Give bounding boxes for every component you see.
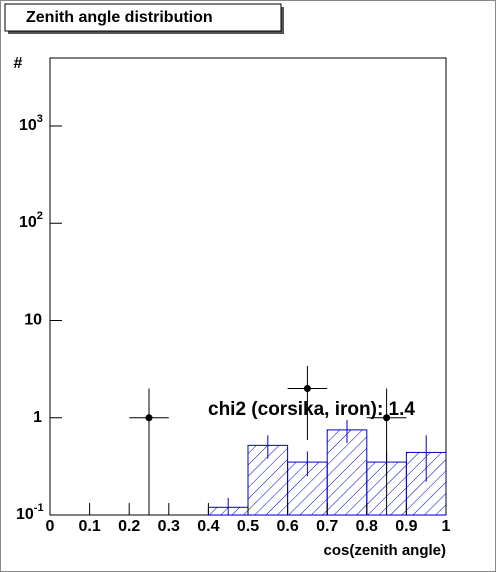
x-tick-label: 0 (46, 518, 55, 535)
x-tick-label: 1 (442, 518, 451, 535)
x-axis-label: cos(zenith angle) (323, 542, 446, 559)
x-tick-label: 0.5 (237, 518, 259, 535)
x-tick-label: 0.3 (158, 518, 180, 535)
y-tick-label: 10 (24, 312, 42, 329)
hist-bar (326, 429, 368, 515)
y-tick-exponent: -1 (34, 502, 44, 514)
y-tick-base: 10 (19, 214, 37, 231)
y-axis-label: # (14, 55, 23, 72)
y-tick-label: 102 (19, 210, 43, 231)
y-tick-label: 10-1 (16, 502, 44, 523)
x-tick-label: 0.2 (118, 518, 140, 535)
x-tick-label: 0.7 (316, 518, 338, 535)
x-tick-label: 0.8 (356, 518, 378, 535)
chart-title: Zenith angle distribution (26, 9, 213, 26)
point (145, 414, 153, 422)
y-tick-label: 103 (19, 113, 43, 134)
x-tick-label: 0.1 (78, 518, 100, 535)
y-tick-label: 1 (33, 409, 42, 426)
point (303, 384, 311, 392)
title-box (4, 3, 282, 32)
y-tick-base: 10 (16, 506, 34, 523)
point (383, 414, 391, 422)
y-tick-exponent: 2 (37, 210, 43, 222)
x-tick-label: 0.6 (276, 518, 298, 535)
y-tick-exponent: 3 (37, 113, 43, 125)
y-tick-base: 10 (19, 117, 37, 134)
x-tick-label: 0.9 (395, 518, 417, 535)
annotation: chi2 (corsika, iron): 1.4 (208, 399, 415, 420)
x-tick-label: 0.4 (197, 518, 219, 535)
